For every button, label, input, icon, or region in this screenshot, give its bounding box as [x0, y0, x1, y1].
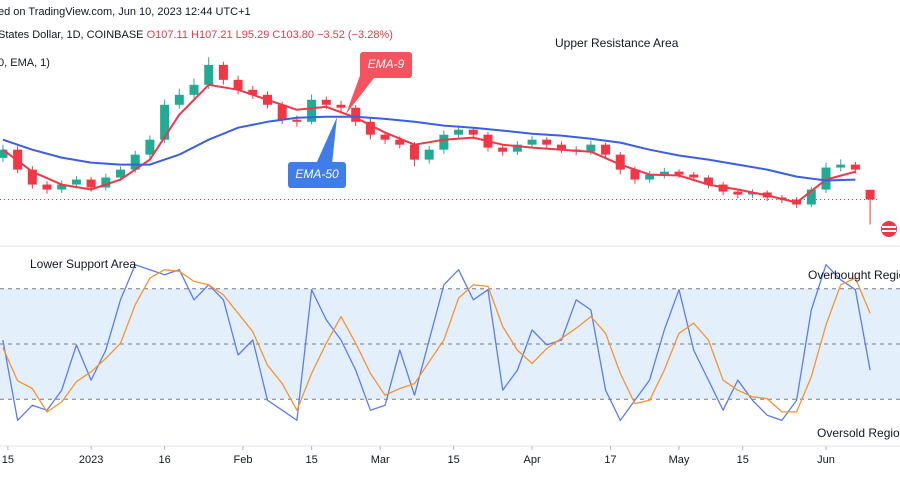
candle-body [821, 167, 831, 190]
candle-body [630, 169, 640, 180]
open-value: O107.11 [147, 29, 188, 41]
candle-body [218, 64, 228, 80]
candle-body [86, 179, 96, 188]
candle-body [71, 179, 81, 185]
symbol: States Dollar, 1D, COINBASE [0, 29, 144, 41]
x-tick-label: 15 [305, 454, 317, 466]
low-value: L95.29 [236, 29, 270, 41]
oscillator-line [2, 269, 871, 413]
annotation: Upper Resistance Area [555, 36, 679, 50]
candle-body [748, 192, 758, 195]
candle-body [116, 169, 126, 178]
candle-body [130, 154, 140, 170]
candle-body [733, 191, 743, 195]
ema-line [2, 115, 856, 182]
candle-body [689, 174, 699, 178]
candle-body [174, 94, 184, 105]
candle-body [865, 189, 875, 200]
annotation: Overbought Regio [808, 268, 900, 282]
candle-body [615, 154, 625, 170]
symbol-line: States Dollar, 1D, COINBASE O107.11 H107… [0, 29, 393, 41]
x-tick-label: Feb [234, 454, 253, 466]
annotation: Lower Support Area [30, 257, 136, 271]
x-tick-label: 17 [604, 454, 616, 466]
candle-body [468, 129, 478, 135]
candle-body [292, 119, 302, 122]
source-line: ed on TradingView.com, Jun 10, 2023 12:4… [0, 6, 251, 18]
candle-body [0, 149, 8, 158]
candle-body [160, 104, 170, 140]
candle-body [42, 184, 52, 190]
callout-box [360, 52, 412, 78]
indicator-line: 0, EMA, 1) [0, 57, 50, 69]
candle-body [351, 107, 361, 122]
candle-body [601, 144, 611, 155]
candle-body [57, 184, 67, 190]
candle-body [424, 149, 434, 160]
candle-body [850, 164, 860, 170]
candle-body [27, 169, 37, 185]
candle-body [645, 174, 655, 180]
callout-label: EMA-9 [368, 57, 405, 71]
flag-circle [881, 221, 897, 237]
callout-pointer [316, 117, 337, 164]
annotation: Oversold Regio [817, 426, 900, 440]
x-tick-label: Jun [817, 454, 835, 466]
candle-body [307, 99, 317, 122]
candle-body [659, 171, 669, 175]
x-tick-label: 15 [2, 454, 14, 466]
ema9-callout: EMA-9 [346, 52, 412, 114]
callout-label: EMA-50 [295, 167, 339, 181]
ema50-callout: EMA-50 [288, 117, 346, 188]
callout-box [288, 162, 346, 188]
candle-body [527, 139, 537, 145]
oscillator-line [2, 264, 871, 422]
candle-body [101, 177, 111, 188]
ema-line [2, 83, 856, 204]
candle-body [145, 139, 155, 155]
candle-body [703, 177, 713, 185]
candle-body [204, 64, 214, 85]
candle-body [321, 99, 331, 105]
candle-body [395, 139, 405, 145]
close-value: C103.80 [272, 29, 314, 41]
price-pane [0, 57, 880, 225]
candle-body [454, 129, 464, 135]
flag-icon [881, 221, 897, 237]
x-tick-label: 15 [448, 454, 460, 466]
high-value: H107.21 [191, 29, 233, 41]
candle-body [498, 147, 508, 152]
x-tick-label: 2023 [79, 454, 103, 466]
candle-body [556, 144, 566, 150]
flag-stripe [882, 226, 896, 228]
change-value: −3.52 (−3.28%) [317, 29, 393, 41]
oscillator-pane: 15 2023 16 Feb 15 Mar 15 Apr 17 May 15 Jun [0, 264, 900, 466]
candle-body [248, 89, 258, 95]
candle-body [512, 144, 522, 152]
x-tick-label: Mar [371, 454, 390, 466]
candle-body [380, 134, 390, 140]
x-tick-label: May [669, 454, 690, 466]
candle-body [409, 144, 419, 160]
x-tick-label: Apr [524, 454, 541, 466]
candle-body [806, 189, 816, 205]
candle-body [189, 84, 199, 95]
callout-pointer [346, 70, 374, 114]
candle-body [718, 184, 728, 192]
candle-body [586, 144, 596, 152]
candle-body [336, 104, 346, 108]
candle-body [542, 139, 552, 145]
flag-stripe [882, 230, 896, 232]
candle-body [365, 121, 375, 135]
candle-body [233, 79, 243, 90]
candle-body [277, 104, 287, 120]
candle-body [674, 171, 684, 175]
candle-body [836, 164, 846, 168]
x-tick-label: 15 [737, 454, 749, 466]
candle-body [439, 134, 449, 150]
x-tick-label: 16 [158, 454, 170, 466]
